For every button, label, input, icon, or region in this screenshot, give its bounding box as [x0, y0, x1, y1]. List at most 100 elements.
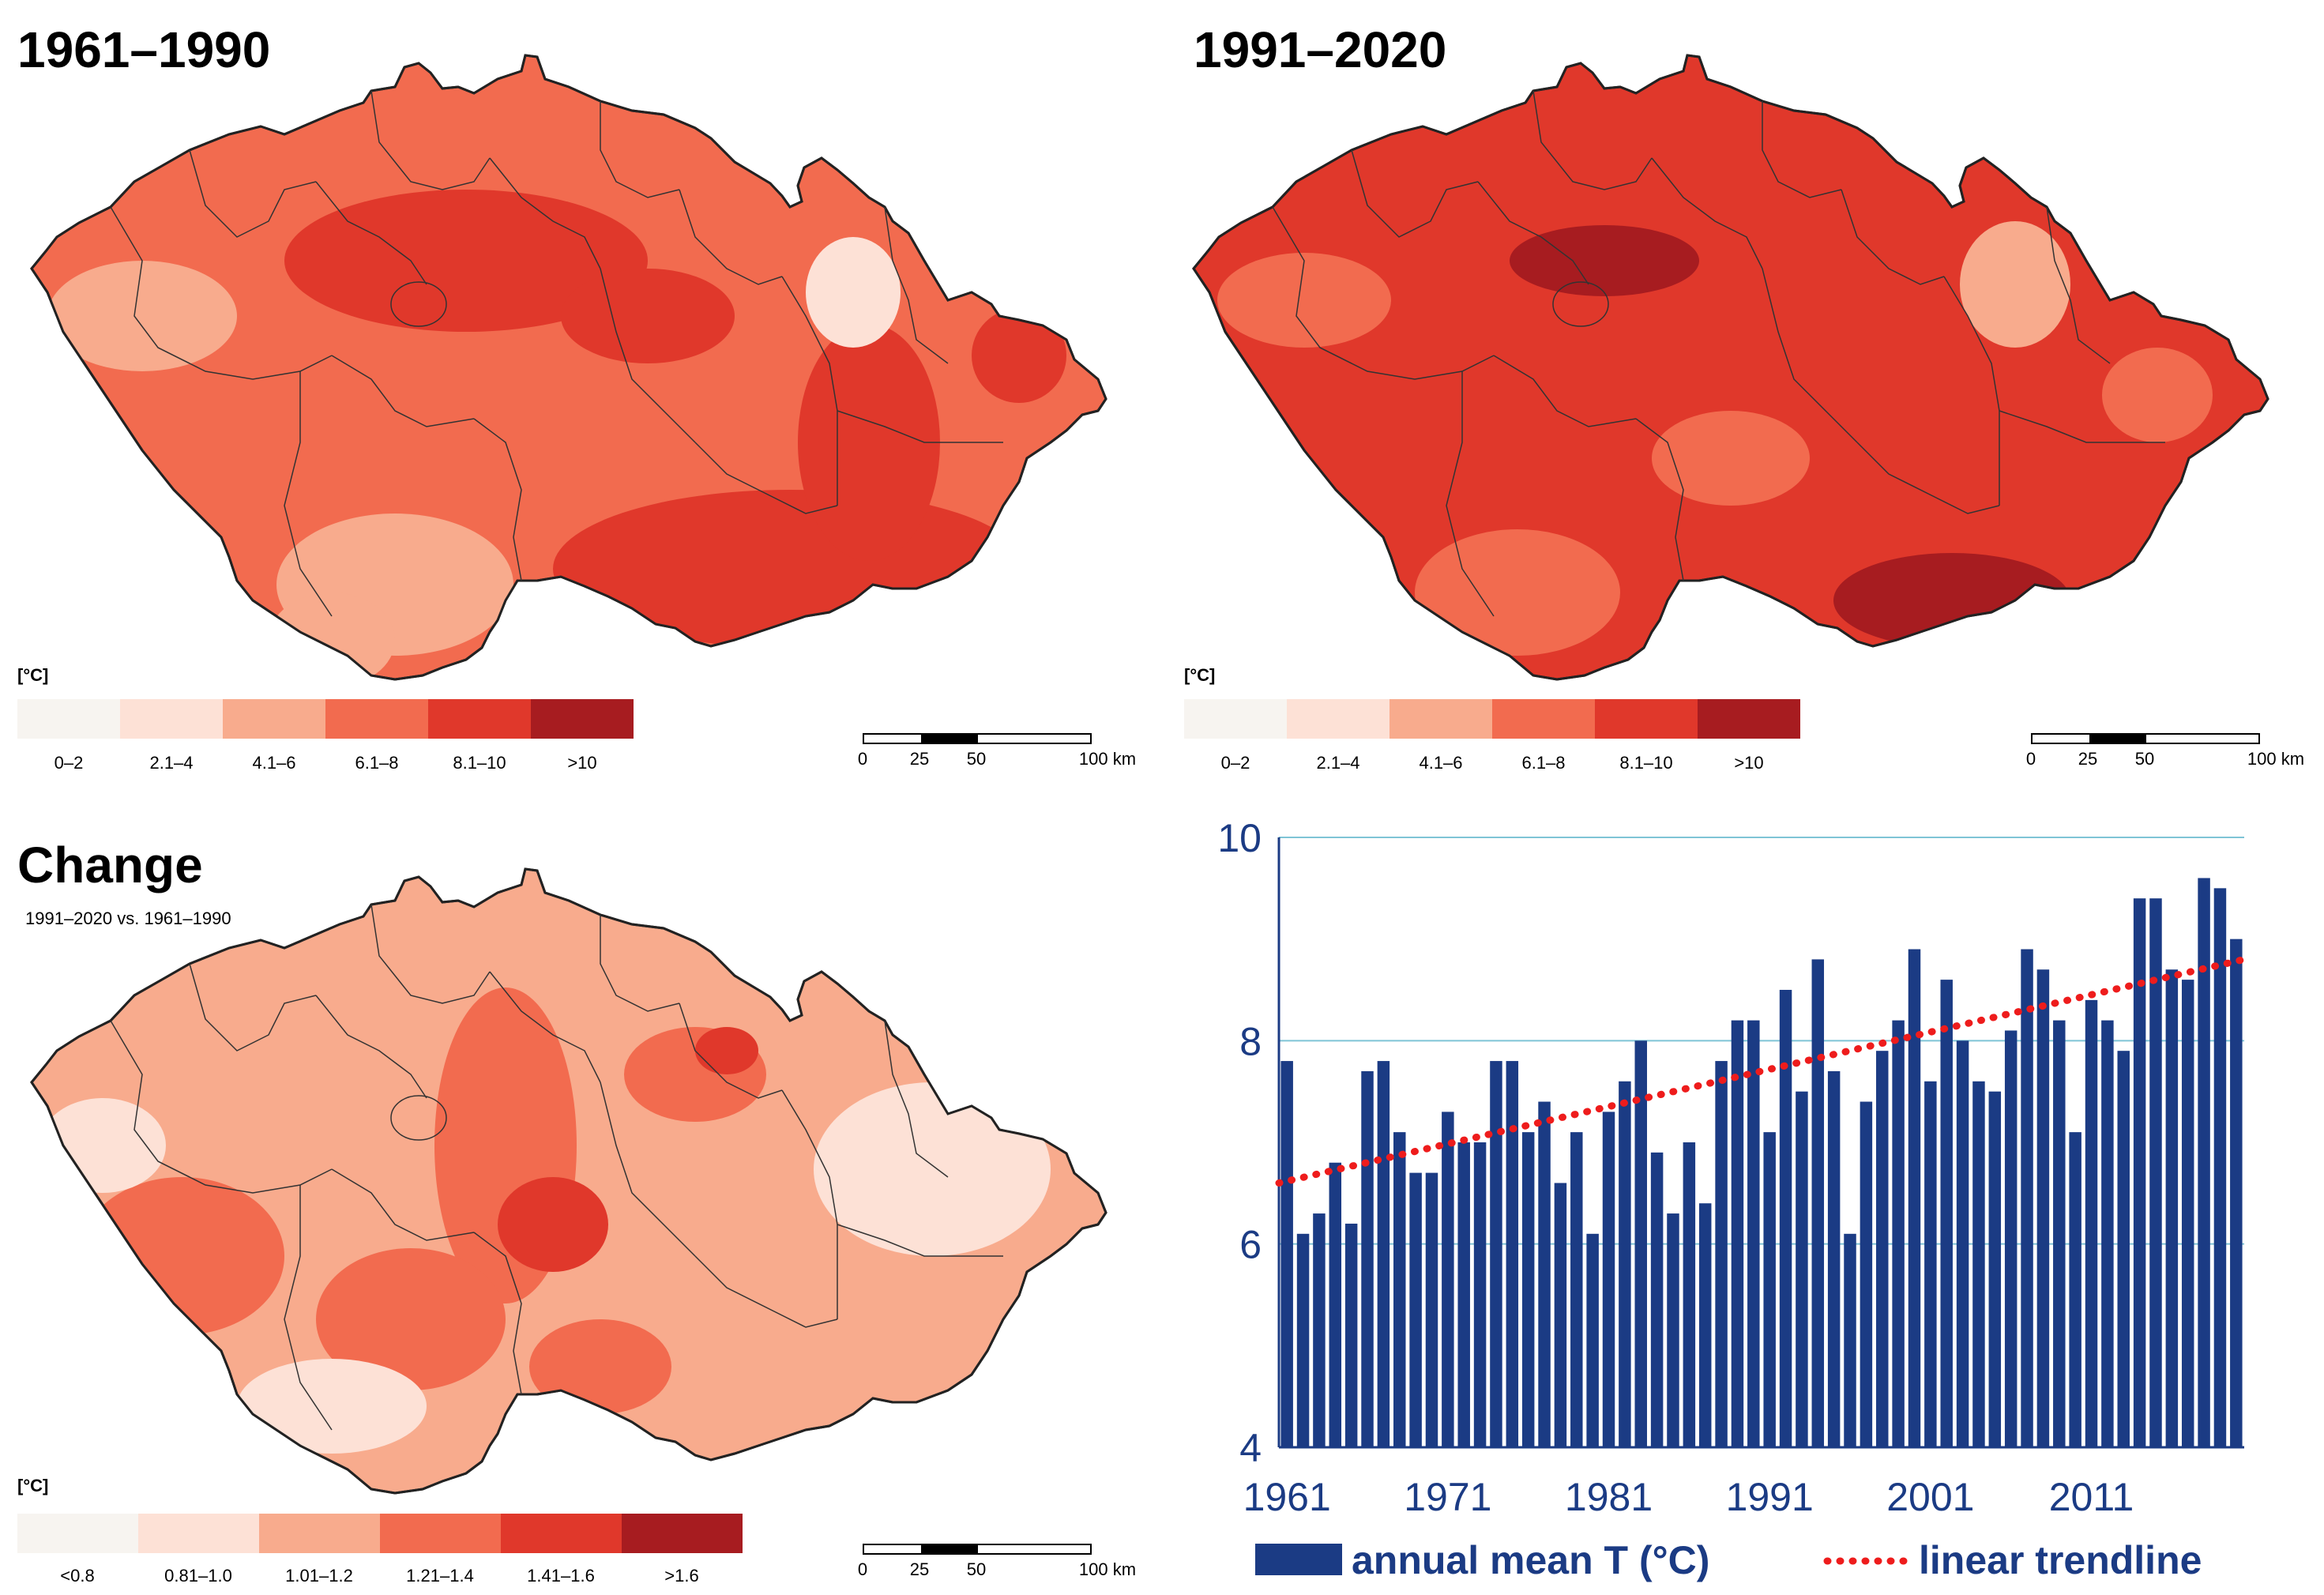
- bar: [1280, 1061, 1293, 1447]
- region-border: [489, 157, 601, 269]
- region-border: [600, 915, 680, 1012]
- bar: [1554, 1183, 1567, 1447]
- region-border: [1477, 181, 1589, 285]
- bar: [2101, 1020, 2114, 1447]
- bar: [2069, 1132, 2081, 1447]
- region-border: [157, 1161, 333, 1194]
- bar: [1570, 1132, 1583, 1447]
- legend-swatch: [1698, 699, 1800, 739]
- legend-swatch: [380, 1514, 501, 1553]
- region-borders: [110, 90, 1003, 617]
- scale-label: 100 km: [1078, 1559, 1137, 1579]
- x-tick-label: 1971: [1404, 1475, 1491, 1519]
- legend-swatch: [325, 699, 428, 739]
- legend-swatch: [1595, 699, 1698, 739]
- bar: [1763, 1132, 1776, 1447]
- change-zones: [39, 987, 1051, 1454]
- region-border: [331, 355, 475, 427]
- bar: [1972, 1081, 1985, 1447]
- y-tick-label: 8: [1239, 1019, 1262, 1063]
- map-subtitle: 1991–2020 vs. 1961–1990: [25, 908, 231, 928]
- legend-swatch: [501, 1514, 622, 1553]
- legend-label: 0.81–1.0: [164, 1566, 232, 1586]
- temperature-chart-panel: 4 6 8 10 1961 1971 1981 1991 2001 2011 annual mean…: [1162, 798, 2324, 1595]
- bar: [1747, 1020, 1760, 1447]
- legend-label: 6.1–8: [1521, 753, 1566, 773]
- region-border: [679, 189, 783, 285]
- legend-swatch: [17, 1514, 138, 1553]
- region-border: [600, 101, 680, 198]
- region-border: [189, 963, 317, 1051]
- bar: [1811, 959, 1825, 1447]
- region-border: [679, 1003, 783, 1099]
- y-tick-label: 6: [1239, 1223, 1262, 1267]
- x-tick-label: 1981: [1565, 1475, 1653, 1519]
- region-border-prague: [1552, 281, 1609, 327]
- bar: [2004, 1030, 2018, 1447]
- bar: [1506, 1061, 1519, 1447]
- legend-swatch-bars: [1255, 1544, 1342, 1575]
- region-border: [1762, 101, 1842, 198]
- region-border: [1493, 355, 1637, 427]
- region-border: [370, 90, 491, 190]
- bar: [1377, 1061, 1390, 1447]
- bar: [1602, 1112, 1615, 1447]
- scale-label: 25: [909, 1559, 930, 1579]
- bar: [1473, 1142, 1487, 1447]
- region-border: [1841, 189, 1945, 285]
- bar: [1698, 1203, 1712, 1447]
- legend-label: 1.41–1.6: [527, 1566, 595, 1586]
- legend-swatches: [1184, 699, 1800, 739]
- region-border: [781, 1089, 838, 1319]
- region-border: [315, 181, 427, 285]
- legend-label: 2.1–4: [149, 753, 194, 773]
- map-title: Change: [17, 837, 203, 893]
- bar: [1844, 1233, 1856, 1447]
- region-border: [284, 1185, 333, 1431]
- scale-label: 50: [966, 1559, 987, 1579]
- scale-label: 25: [2078, 749, 2098, 769]
- legend-unit: [°C]: [17, 1476, 49, 1495]
- region-border: [884, 206, 949, 364]
- legend-swatch: [1184, 699, 1287, 739]
- region-border: [1446, 371, 1495, 617]
- region-border: [1319, 347, 1495, 380]
- legend-label: 4.1–6: [252, 753, 296, 773]
- legend-swatch: [17, 699, 120, 739]
- bar: [2181, 980, 2194, 1447]
- legend-swatch: [120, 699, 223, 739]
- legend-label: >1.6: [664, 1566, 699, 1586]
- region-border: [473, 1232, 522, 1395]
- region-border: [837, 410, 1003, 443]
- legend-label: 2.1–4: [1316, 753, 1360, 773]
- region-border: [1762, 268, 1858, 443]
- map-panel-1991-2020: 1991–2020 [°C] 0–2 2.1–4 4.1–6 6.1–8 8.1…: [1162, 0, 2324, 798]
- bar: [2021, 949, 2033, 1447]
- bar: [1521, 1132, 1535, 1447]
- scale-label: 0: [2025, 749, 2036, 769]
- country-border: [1192, 54, 2269, 681]
- map-panel-change: Change 1991–2020 vs. 1961–1990 [°C]: [0, 798, 1162, 1595]
- bar: [1409, 1172, 1422, 1447]
- annual-temperature-chart: 4 6 8 10 1961 1971 1981 1991 2001 2011 annual mean…: [1217, 816, 2248, 1582]
- country-border: [30, 867, 1107, 1495]
- legend-unit: [°C]: [17, 665, 49, 685]
- bar: [1988, 1091, 2002, 1447]
- legend-swatches: [17, 699, 634, 739]
- legend-swatch: [138, 1514, 259, 1553]
- region-border: [370, 904, 491, 1004]
- region-border: [694, 1255, 838, 1328]
- bar: [1490, 1061, 1502, 1447]
- scale-bar: [863, 1544, 1092, 1555]
- region-border: [157, 347, 333, 380]
- bar: [1329, 1162, 1342, 1447]
- bar: [2198, 878, 2210, 1447]
- bar: [1442, 1112, 1454, 1447]
- region-border: [884, 1020, 949, 1178]
- bar: [1425, 1172, 1438, 1447]
- bar: [1892, 1020, 1905, 1447]
- bar: [1361, 1070, 1374, 1447]
- bar: [1827, 1070, 1841, 1447]
- bar: [1860, 1101, 1873, 1447]
- legend-label-trend: linear trendline: [1919, 1538, 2202, 1582]
